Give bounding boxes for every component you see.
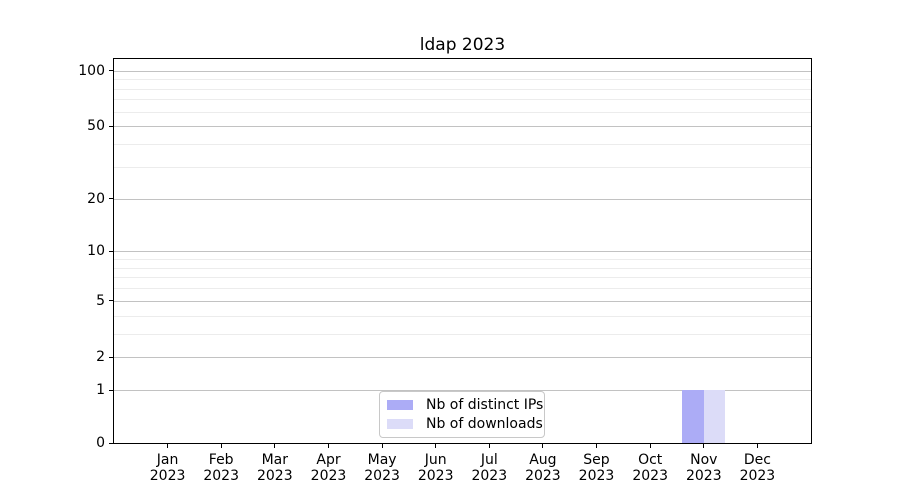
y-tick-label-10: 10 bbox=[87, 243, 105, 260]
y-tick-50 bbox=[109, 125, 113, 127]
x-tick-year: 2023 bbox=[471, 468, 508, 484]
bar-nb-of-downloads-nov bbox=[703, 390, 726, 443]
legend-item-distinct-ips: Nb of distinct IPs bbox=[387, 397, 543, 413]
x-tick-dec bbox=[756, 444, 758, 448]
x-tick-month: Sep bbox=[583, 452, 610, 468]
x-tick-year: 2023 bbox=[256, 468, 293, 484]
gridline-minor-4 bbox=[114, 315, 811, 317]
legend-label-distinct-ips: Nb of distinct IPs bbox=[426, 397, 544, 413]
x-tick-label-jun: Jun 2023 bbox=[404, 452, 468, 484]
legend-label-downloads: Nb of downloads bbox=[426, 416, 543, 432]
x-tick-year: 2023 bbox=[739, 468, 776, 484]
gridline-major-20 bbox=[114, 198, 811, 200]
x-tick-label-jan: Jan 2023 bbox=[136, 452, 200, 484]
x-tick-month: Feb bbox=[208, 452, 234, 468]
x-tick-year: 2023 bbox=[203, 468, 239, 484]
gridline-major-50 bbox=[114, 126, 811, 128]
y-tick-label-20: 20 bbox=[87, 190, 105, 207]
legend-item-downloads: Nb of downloads bbox=[387, 416, 543, 432]
x-tick-label-mar: Mar 2023 bbox=[243, 452, 307, 484]
x-tick-month: Aug bbox=[529, 452, 557, 468]
gridline-minor-3 bbox=[114, 333, 811, 335]
x-tick-year: 2023 bbox=[578, 468, 615, 484]
x-tick-year: 2023 bbox=[525, 468, 561, 484]
gridline-minor-6 bbox=[114, 288, 811, 290]
x-tick-label-aug: Aug 2023 bbox=[511, 452, 575, 484]
x-tick-label-feb: Feb 2023 bbox=[189, 452, 253, 484]
x-tick-mar bbox=[274, 444, 276, 448]
x-tick-year: 2023 bbox=[364, 468, 400, 484]
x-tick-label-nov: Nov 2023 bbox=[672, 452, 736, 484]
y-tick-label-2: 2 bbox=[96, 349, 105, 366]
x-tick-jul bbox=[488, 444, 490, 448]
x-tick-label-jul: Jul 2023 bbox=[457, 452, 521, 484]
x-tick-year: 2023 bbox=[685, 468, 722, 484]
bar-nb-of-distinct-ips-nov bbox=[682, 390, 704, 443]
y-tick-0 bbox=[109, 442, 113, 444]
y-tick-label-5: 5 bbox=[96, 292, 105, 309]
x-tick-year: 2023 bbox=[632, 468, 668, 484]
gridline-major-1 bbox=[114, 390, 811, 392]
grid-layer bbox=[114, 59, 811, 443]
x-tick-month: Nov bbox=[690, 452, 718, 468]
y-tick-20 bbox=[109, 198, 113, 200]
legend-swatch-downloads bbox=[387, 419, 413, 429]
x-tick-month: Oct bbox=[638, 452, 663, 468]
x-tick-year: 2023 bbox=[417, 468, 454, 484]
chart-title: ldap 2023 bbox=[419, 35, 506, 55]
x-tick-month: Mar bbox=[261, 452, 288, 468]
y-tick-2 bbox=[109, 356, 113, 358]
y-tick-label-0: 0 bbox=[96, 435, 105, 451]
x-tick-nov bbox=[703, 444, 705, 448]
x-tick-month: Apr bbox=[316, 452, 341, 468]
legend: Nb of distinct IPs Nb of downloads bbox=[379, 391, 545, 438]
x-tick-label-may: May 2023 bbox=[350, 452, 414, 484]
x-tick-year: 2023 bbox=[149, 468, 186, 484]
x-tick-year: 2023 bbox=[310, 468, 347, 484]
bars-layer bbox=[114, 59, 811, 443]
gridline-minor-40 bbox=[114, 144, 811, 146]
gridline-minor-90 bbox=[114, 79, 811, 81]
gridline-minor-60 bbox=[114, 111, 811, 113]
x-tick-aug bbox=[542, 444, 544, 448]
gridline-major-100 bbox=[114, 70, 811, 72]
x-tick-month: Jun bbox=[424, 452, 447, 468]
x-tick-label-sep: Sep 2023 bbox=[565, 452, 629, 484]
legend-swatch-distinct-ips bbox=[387, 400, 413, 410]
x-tick-label-oct: Oct 2023 bbox=[618, 452, 682, 484]
x-tick-sep bbox=[596, 444, 597, 448]
y-tick-100 bbox=[109, 70, 113, 72]
x-tick-month: Jan bbox=[156, 452, 179, 468]
x-tick-month: May bbox=[367, 452, 397, 468]
gridline-minor-80 bbox=[114, 88, 811, 90]
x-tick-jan bbox=[167, 444, 169, 448]
gridline-minor-30 bbox=[114, 166, 811, 168]
gridline-major-5 bbox=[114, 300, 811, 302]
gridline-minor-7 bbox=[114, 277, 811, 279]
x-tick-month: Jul bbox=[480, 452, 498, 468]
y-tick-10 bbox=[109, 250, 113, 252]
y-tick-1 bbox=[109, 389, 113, 391]
y-tick-label-50: 50 bbox=[87, 118, 105, 135]
x-tick-label-apr: Apr 2023 bbox=[297, 452, 361, 484]
plot-area: Nb of distinct IPs Nb of downloads bbox=[113, 58, 812, 444]
x-tick-apr bbox=[328, 444, 329, 448]
gridline-major-2 bbox=[114, 357, 811, 359]
gridline-minor-70 bbox=[114, 99, 811, 101]
gridline-major-10 bbox=[114, 251, 811, 253]
y-tick-label-100: 100 bbox=[78, 62, 105, 79]
x-tick-jun bbox=[435, 444, 437, 448]
x-tick-may bbox=[381, 444, 383, 448]
x-tick-oct bbox=[649, 444, 651, 448]
x-tick-month: Dec bbox=[743, 452, 771, 468]
y-tick-5 bbox=[109, 300, 113, 302]
x-tick-label-dec: Dec 2023 bbox=[725, 452, 789, 484]
x-tick-feb bbox=[220, 444, 222, 448]
gridline-minor-8 bbox=[114, 267, 811, 269]
gridline-minor-9 bbox=[114, 259, 811, 261]
y-tick-label-1: 1 bbox=[96, 382, 105, 399]
